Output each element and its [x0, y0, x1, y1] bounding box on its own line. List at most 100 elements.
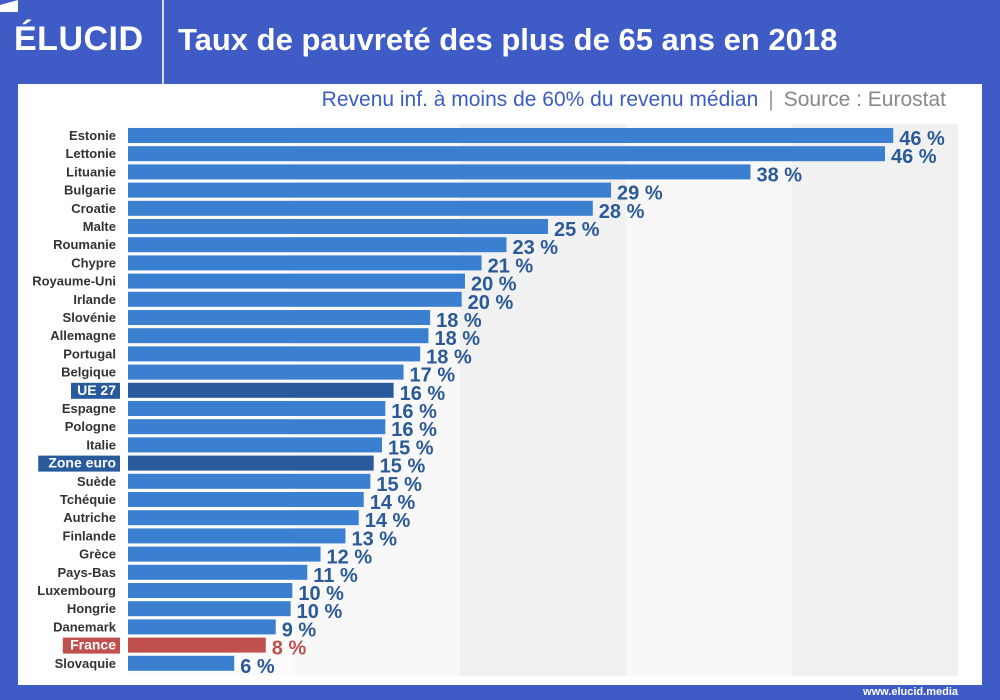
- bar-suède: [128, 473, 371, 489]
- page-title: Taux de pauvreté des plus de 65 ans en 2…: [178, 22, 838, 57]
- data-label: 10 %: [297, 601, 343, 623]
- category-label: Autriche: [63, 510, 116, 525]
- data-label: 18 %: [436, 310, 482, 332]
- category-label: Grèce: [79, 547, 116, 562]
- bar-lettonie: [128, 146, 885, 162]
- data-label: 17 %: [410, 365, 456, 387]
- source-text: Source : Eurostat: [783, 88, 946, 111]
- grid-band: [792, 124, 958, 676]
- category-label: Luxembourg: [37, 583, 116, 598]
- data-label: 21 %: [488, 255, 534, 277]
- data-label: 38 %: [757, 164, 803, 186]
- elucid-logo: ÉLUCID: [14, 20, 144, 58]
- data-label: 25 %: [554, 219, 600, 241]
- data-label: 10 %: [298, 583, 344, 605]
- data-label: 29 %: [617, 183, 663, 205]
- bar-lituanie: [128, 164, 751, 180]
- category-label: Roumanie: [53, 237, 116, 252]
- data-label: 13 %: [351, 528, 397, 550]
- category-label: Estonie: [69, 128, 116, 143]
- category-label: Malte: [83, 219, 116, 234]
- bar-espagne: [128, 401, 386, 416]
- category-label: Italie: [86, 437, 116, 452]
- bar-italie: [128, 437, 382, 453]
- data-label: 15 %: [376, 474, 422, 496]
- category-label: Danemark: [53, 619, 117, 634]
- bar-slovaquie: [128, 655, 235, 671]
- bar-bulgarie: [128, 182, 612, 198]
- footer-url[interactable]: www.elucid.media: [863, 686, 958, 698]
- subtitle-separator: |: [768, 88, 774, 111]
- category-label: Royaume-Uni: [32, 274, 116, 289]
- bar-belgique: [128, 364, 404, 380]
- category-highlight: [38, 455, 121, 472]
- category-label: Slovénie: [63, 310, 116, 325]
- category-label: Lettonie: [65, 146, 116, 161]
- category-highlight: [62, 637, 120, 654]
- data-label: 18 %: [434, 328, 480, 350]
- category-label: UE 27: [77, 382, 116, 398]
- bar-grèce: [128, 546, 321, 562]
- bar-irlande: [128, 291, 462, 307]
- bar-royaume-uni: [128, 273, 465, 289]
- bar-chart: Estonie 46 % Lettonie 46 % Lituanie 38 % Bulga…: [32, 124, 958, 678]
- bar-danemark: [128, 619, 276, 635]
- data-label: 46 %: [899, 128, 945, 150]
- bar-pologne: [128, 419, 386, 435]
- chart-panel: Revenu inf. à moins de 60% du revenu méd…: [18, 84, 982, 685]
- category-label: Pologne: [65, 419, 116, 434]
- data-label: 16 %: [400, 383, 446, 405]
- data-label: 23 %: [512, 237, 558, 259]
- subtitle-text: Revenu inf. à moins de 60% du revenu méd…: [321, 88, 759, 111]
- category-label: Belgique: [61, 365, 116, 380]
- data-label: 18 %: [426, 346, 472, 368]
- bar-croatie: [128, 200, 593, 216]
- bar-hongrie: [128, 601, 291, 617]
- category-label: Tchéquie: [60, 492, 116, 507]
- category-label: Zone euro: [48, 455, 116, 471]
- bar-finlande: [128, 528, 346, 544]
- chart-subtitle: Revenu inf. à moins de 60% du revenu méd…: [176, 88, 946, 112]
- bar-roumanie: [128, 237, 507, 253]
- bar-chypre: [128, 255, 482, 271]
- grid-band: [460, 124, 626, 676]
- data-label: 8 %: [272, 638, 307, 660]
- category-label: Chypre: [71, 255, 116, 270]
- category-label: Espagne: [62, 401, 116, 416]
- data-label: 16 %: [391, 419, 437, 441]
- category-label: Croatie: [71, 201, 116, 216]
- data-label: 20 %: [468, 292, 514, 314]
- data-label: 6 %: [240, 656, 275, 678]
- elucid-flag-icon: [0, 0, 18, 12]
- category-label: Lituanie: [66, 164, 116, 179]
- data-label: 46 %: [891, 146, 937, 168]
- bar-luxembourg: [128, 583, 293, 598]
- data-label: 28 %: [599, 201, 645, 223]
- bar-slovénie: [128, 310, 431, 325]
- category-label: Bulgarie: [64, 183, 116, 198]
- data-label: 16 %: [391, 401, 437, 423]
- category-label: Hongrie: [67, 601, 116, 616]
- data-label: 14 %: [365, 510, 411, 532]
- bar-zone-euro: [128, 455, 374, 471]
- data-label: 15 %: [380, 456, 426, 478]
- category-label: Suède: [77, 474, 116, 489]
- data-label: 15 %: [388, 437, 434, 459]
- bar-portugal: [128, 346, 421, 362]
- bar-tchéquie: [128, 492, 364, 507]
- bar-ue-27: [128, 382, 394, 398]
- data-label: 9 %: [282, 619, 317, 641]
- category-label: Finlande: [63, 528, 116, 543]
- bar-estonie: [128, 128, 894, 143]
- data-label: 12 %: [327, 547, 373, 569]
- data-label: 11 %: [313, 565, 358, 587]
- bar-allemagne: [128, 328, 429, 344]
- category-highlight: [71, 382, 120, 399]
- bar-pays-bas: [128, 564, 308, 580]
- grid-band: [626, 124, 792, 676]
- grid-band: [294, 124, 460, 676]
- category-label: Pays-Bas: [57, 565, 116, 580]
- category-label: Irlande: [73, 292, 116, 307]
- category-label: Slovaquie: [55, 656, 116, 671]
- header-divider: [162, 0, 164, 84]
